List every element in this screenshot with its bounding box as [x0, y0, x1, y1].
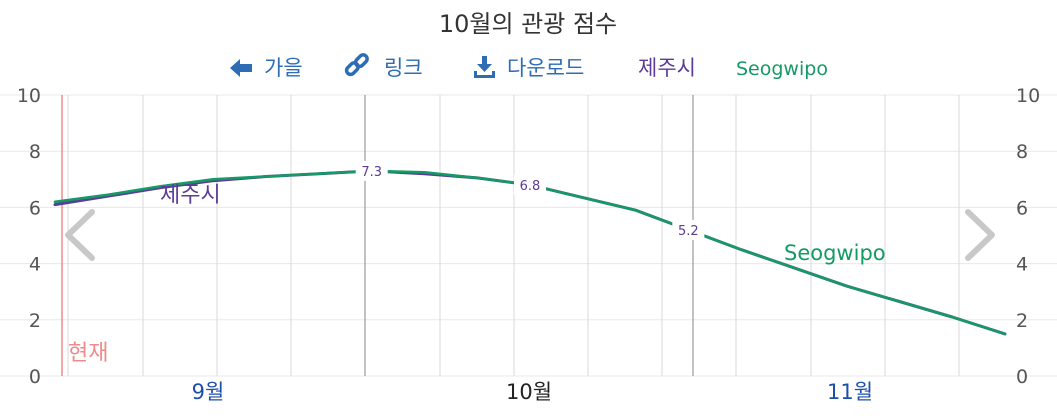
data-label: 5.2	[678, 224, 699, 239]
y-tick-label-left: 0	[29, 366, 41, 388]
download-button[interactable]: 다운로드	[474, 56, 584, 80]
legend-seogwipo[interactable]: Seogwipo	[736, 58, 828, 80]
y-tick-label-right: 8	[1016, 141, 1028, 163]
x-month-label: 10월	[506, 380, 552, 404]
data-label: 6.8	[520, 179, 541, 194]
download-label: 다운로드	[507, 56, 584, 80]
y-tick-label-right: 2	[1016, 310, 1028, 332]
chevron-right-icon	[965, 209, 995, 261]
y-axis-ticks: 0 0 2 2 4 4 6 6 8 8 10 10	[17, 85, 1040, 388]
prev-period-button[interactable]	[65, 209, 95, 261]
series-label-jeju: 제주시	[160, 183, 221, 208]
x-month-label: 9월	[192, 380, 225, 404]
data-label-background	[672, 219, 705, 240]
data-labels: 7.3 6.8 5.2	[355, 160, 705, 240]
y-tick-label-left: 2	[29, 310, 41, 332]
y-tick-label-left: 4	[29, 254, 41, 276]
link-label: 링크	[384, 56, 423, 80]
data-label: 7.3	[361, 165, 382, 180]
legend-jeju[interactable]: 제주시	[638, 56, 696, 80]
y-tick-label-right: 10	[1016, 85, 1040, 107]
link-button[interactable]: 링크	[344, 53, 423, 80]
data-label-background	[355, 160, 388, 181]
download-icon	[474, 56, 495, 78]
y-tick-label-right: 0	[1016, 366, 1028, 388]
x-month-label: 11월	[827, 380, 873, 404]
y-tick-label-left: 10	[17, 85, 41, 107]
grid	[0, 94, 1057, 377]
data-label-background	[514, 174, 546, 195]
back-label: 가을	[264, 56, 303, 80]
y-tick-label-right: 4	[1016, 254, 1028, 276]
series-label-seogwipo: Seogwipo	[784, 241, 886, 265]
back-button[interactable]: 가을	[230, 56, 303, 80]
y-tick-label-left: 6	[29, 197, 41, 219]
link-icon	[344, 53, 369, 77]
x-axis-months: 9월 10월 11월	[192, 380, 873, 404]
y-tick-label-right: 6	[1016, 197, 1028, 219]
chart-title: 10월의 관광 점수	[439, 10, 617, 38]
chevron-left-icon	[65, 209, 95, 261]
arrow-left-icon	[230, 59, 252, 77]
y-tick-label-left: 8	[29, 141, 41, 163]
next-period-button[interactable]	[965, 209, 995, 261]
now-label: 현재	[68, 341, 108, 366]
